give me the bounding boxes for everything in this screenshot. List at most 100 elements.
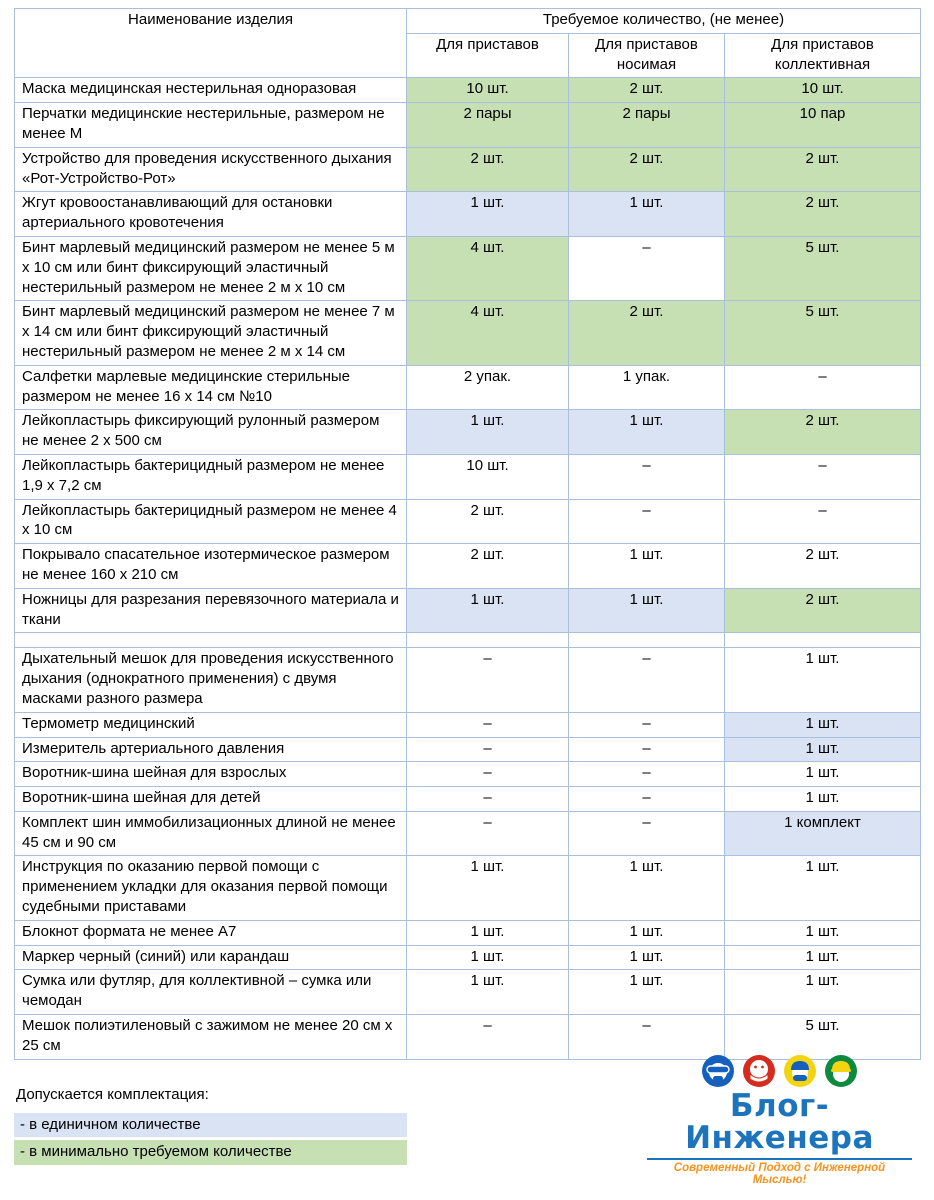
- item-name-cell: Лейкопластырь бактерицидный размером не …: [14, 498, 407, 545]
- table-row: Термометр медицинский – –1 шт.: [14, 711, 922, 738]
- table-row: Мешок полиэтиленовый с зажимом не менее …: [14, 1014, 922, 1060]
- quantity-cell: 10 шт.: [406, 77, 569, 104]
- column-group-header-quantity: Требуемое количество, (не менее): [405, 8, 922, 34]
- quantity-cell: 2 шт.: [568, 300, 725, 366]
- table-row: Лейкопластырь бактерицидный размером не …: [14, 498, 922, 545]
- quantity-cell: 2 упак.: [406, 364, 569, 411]
- table-row: Лейкопластырь фиксирующий рулонный разме…: [14, 409, 922, 455]
- item-name-cell: Ножницы для разрезания перевязочного мат…: [14, 587, 407, 634]
- quantity-cell: 5 шт.: [723, 1014, 922, 1060]
- quantity-cell: –: [568, 647, 725, 713]
- item-name-cell: Маска медицинская нестерильная одноразов…: [14, 77, 407, 104]
- quantity-cell: 1 шт.: [406, 919, 569, 946]
- item-name-cell: Бинт марлевый медицинский размером не ме…: [14, 300, 407, 366]
- quantity-cell: 1 шт.: [568, 543, 725, 589]
- quantity-cell: 1 шт.: [568, 587, 725, 634]
- quantity-cell: –: [723, 453, 922, 500]
- table-row: Комплект шин иммобилизационных длиной не…: [14, 810, 922, 857]
- quantity-cell: 2 шт.: [723, 146, 922, 193]
- quantity-cell: 1 шт.: [723, 711, 922, 738]
- page: Наименование изделия Требуемое количеств…: [14, 7, 922, 1186]
- quantity-cell: –: [568, 736, 725, 763]
- quantity-cell: 4 шт.: [406, 235, 569, 302]
- quantity-cell: –: [406, 810, 569, 857]
- quantity-cell: –: [406, 761, 569, 788]
- quantity-cell: 10 шт.: [406, 453, 569, 500]
- table-row: Сумка или футляр, для коллективной – сум…: [14, 969, 922, 1016]
- item-name-cell: Комплект шин иммобилизационных длиной не…: [14, 810, 407, 857]
- spacer-row: [14, 632, 922, 649]
- quantity-cell: 1 шт.: [406, 944, 569, 971]
- quantity-cell: 1 шт.: [568, 944, 725, 971]
- item-name-cell: Блокнот формата не менее А7: [14, 919, 407, 946]
- quantity-cell: 10 пар: [723, 102, 922, 148]
- logo-tagline: Современный Подход с Инженерной Мыслью!: [647, 1158, 912, 1186]
- item-name-cell: Дыхательный мешок для проведения искусст…: [14, 647, 407, 713]
- item-name-cell: [14, 632, 407, 649]
- blog-engineer-logo: Блог-Инженера Современный Подход с Инжен…: [647, 1054, 912, 1188]
- column-header-name: Наименование изделия: [14, 7, 407, 79]
- quantity-cell: 1 шт.: [723, 969, 922, 1016]
- quantity-cell: 1 шт.: [568, 409, 725, 455]
- quantity-cell: 1 шт.: [723, 786, 922, 812]
- table-row: Устройство для проведения искусственного…: [14, 146, 922, 193]
- item-name-cell: Инструкция по оказанию первой помощи с п…: [14, 855, 407, 921]
- quantity-cell: –: [406, 1014, 569, 1060]
- quantity-cell: 1 шт.: [723, 647, 922, 713]
- quantity-cell: 1 шт.: [568, 855, 725, 921]
- column-header-kollektivnaya: Для приставов коллективная: [723, 32, 922, 79]
- quantity-cell: –: [568, 761, 725, 788]
- quantity-cell: 1 шт.: [723, 855, 922, 921]
- quantity-cell: 2 пары: [568, 102, 725, 148]
- quantity-cell: 1 шт.: [406, 855, 569, 921]
- table-row: Бинт марлевый медицинский размером не ме…: [14, 235, 922, 302]
- quantity-cell: [406, 632, 569, 649]
- item-name-cell: Измеритель артериального давления: [14, 736, 407, 763]
- quantity-cell: 1 шт.: [406, 409, 569, 455]
- table-row: Покрывало спасательное изотермическое ра…: [14, 543, 922, 589]
- quantity-cell: 1 шт.: [406, 191, 569, 237]
- table-row: Жгут кровоостанавливающий для остановки …: [14, 191, 922, 237]
- ppe-helmet-yellow-icon: [783, 1054, 817, 1088]
- first-aid-kit-table: Наименование изделия Требуемое количеств…: [14, 7, 922, 1060]
- table-row: Маркер черный (синий) или карандаш 1 шт. 1…: [14, 944, 922, 971]
- table-row: Дыхательный мешок для проведения искусст…: [14, 647, 922, 713]
- item-name-cell: Маркер черный (синий) или карандаш: [14, 944, 407, 971]
- quantity-cell: 2 шт.: [406, 498, 569, 545]
- legend-item-single-quantity: - в единичном количестве: [14, 1112, 407, 1138]
- quantity-cell: 2 шт.: [568, 77, 725, 104]
- quantity-cell: –: [723, 364, 922, 411]
- item-name-cell: Покрывало спасательное изотермическое ра…: [14, 543, 407, 589]
- quantity-cell: 2 шт.: [568, 146, 725, 193]
- table-row: Бинт марлевый медицинский размером не ме…: [14, 300, 922, 366]
- item-name-cell: Перчатки медицинские нестерильные, разме…: [14, 102, 407, 148]
- quantity-cell: –: [568, 810, 725, 857]
- quantity-cell: –: [568, 786, 725, 812]
- table-row: Ножницы для разрезания перевязочного мат…: [14, 587, 922, 634]
- item-name-cell: Салфетки марлевые медицинские стерильные…: [14, 364, 407, 411]
- quantity-cell: [568, 632, 725, 649]
- quantity-cell: 1 шт.: [723, 919, 922, 946]
- quantity-cell: 4 шт.: [406, 300, 569, 366]
- quantity-cell: 1 шт.: [568, 969, 725, 1016]
- table-row: Блокнот формата не менее А7 1 шт. 1 шт. 1 ш…: [14, 919, 922, 946]
- column-header-nosимaya: Для приставов носимая: [568, 32, 725, 79]
- quantity-cell: 1 шт.: [406, 587, 569, 634]
- item-name-cell: Лейкопластырь фиксирующий рулонный разме…: [14, 409, 407, 455]
- quantity-cell: –: [406, 711, 569, 738]
- quantity-cell: –: [568, 498, 725, 545]
- quantity-cell: 1 шт.: [723, 761, 922, 788]
- table-body: Маска медицинская нестерильная одноразов…: [14, 77, 922, 1060]
- quantity-cell: 1 шт.: [723, 944, 922, 971]
- quantity-cell: 1 комплект: [723, 810, 922, 857]
- quantity-cell: 2 шт.: [406, 146, 569, 193]
- table-row: Воротник-шина шейная для детей – –1 шт.: [14, 786, 922, 812]
- legend-item-minimum-quantity: - в минимально требуемом количестве: [14, 1140, 407, 1165]
- quantity-cell: 2 шт.: [406, 543, 569, 589]
- quantity-cell: 2 шт.: [723, 587, 922, 634]
- ppe-helmet-green-icon: [824, 1054, 858, 1088]
- quantity-cell: 5 шт.: [723, 300, 922, 366]
- quantity-cell: 10 шт.: [723, 77, 922, 104]
- logo-title: Блог-Инженера: [685, 1087, 874, 1157]
- quantity-cell: –: [568, 235, 725, 302]
